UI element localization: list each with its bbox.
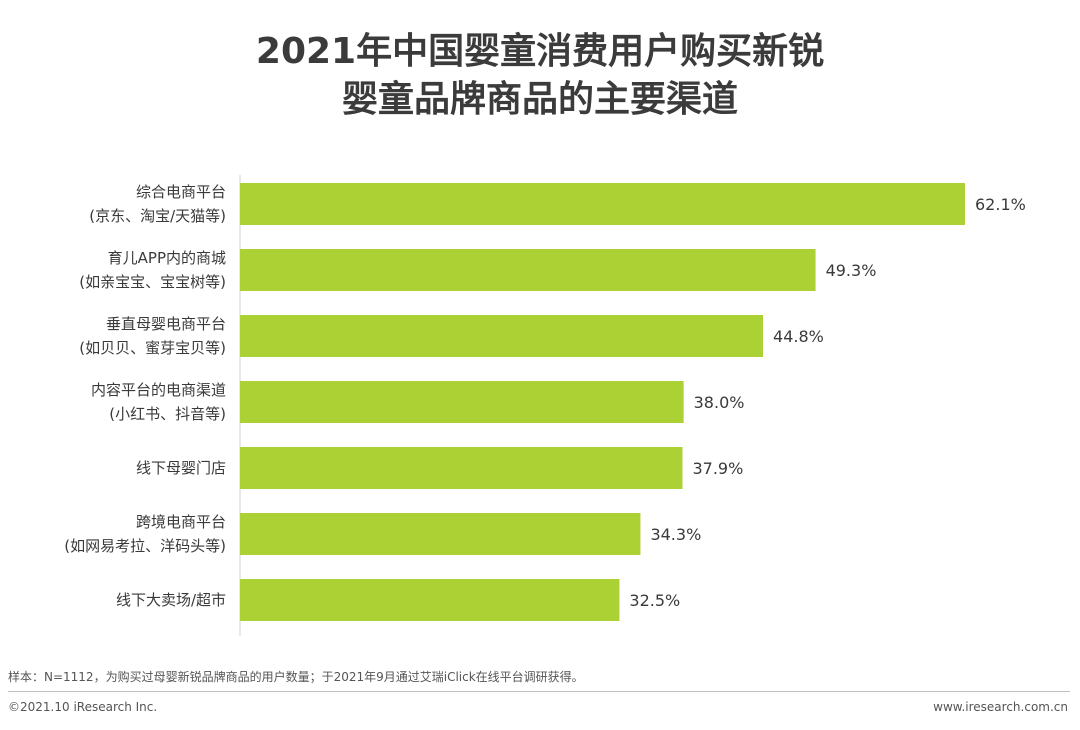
bar — [240, 183, 965, 225]
website-link[interactable]: www.iresearch.com.cn — [933, 700, 1068, 714]
category-label: 线下母婴门店 — [136, 459, 226, 477]
sample-note: 样本：N=1112，为购买过母婴新锐品牌商品的用户数量；于2021年9月通过艾瑞… — [8, 670, 584, 684]
value-label: 34.3% — [650, 525, 701, 544]
bar — [240, 381, 684, 423]
footer-divider — [8, 691, 1070, 692]
value-label: 37.9% — [692, 459, 743, 478]
value-label: 49.3% — [826, 261, 877, 280]
category-label: 育儿APP内的商城 — [108, 249, 226, 267]
value-label: 32.5% — [629, 591, 680, 610]
category-label: 内容平台的电商渠道 — [91, 381, 226, 399]
category-label: 垂直母婴电商平台 — [106, 315, 226, 333]
category-label: (小红书、抖音等) — [109, 405, 226, 423]
category-label: 线下大卖场/超市 — [116, 591, 226, 609]
category-label: 跨境电商平台 — [136, 513, 226, 531]
category-label: (如贝贝、蜜芽宝贝等) — [79, 339, 226, 357]
bar — [240, 249, 816, 291]
copyright-text: ©2021.10 iResearch Inc. — [8, 700, 158, 714]
bar — [240, 315, 764, 357]
chart-title-line-2: 婴童品牌商品的主要渠道 — [341, 79, 738, 120]
bar — [240, 447, 683, 489]
value-label: 38.0% — [694, 393, 745, 412]
category-label: 综合电商平台 — [136, 183, 226, 201]
category-label: (如网易考拉、洋码头等) — [64, 537, 226, 555]
category-label: (京东、淘宝/天猫等) — [89, 207, 226, 225]
category-label: (如亲宝宝、宝宝树等) — [79, 273, 226, 291]
value-label: 44.8% — [773, 327, 824, 346]
value-label: 62.1% — [975, 195, 1026, 214]
bar — [240, 513, 641, 555]
chart-title-line-1: 2021年中国婴童消费用户购买新锐 — [255, 31, 825, 72]
bar — [240, 579, 620, 621]
